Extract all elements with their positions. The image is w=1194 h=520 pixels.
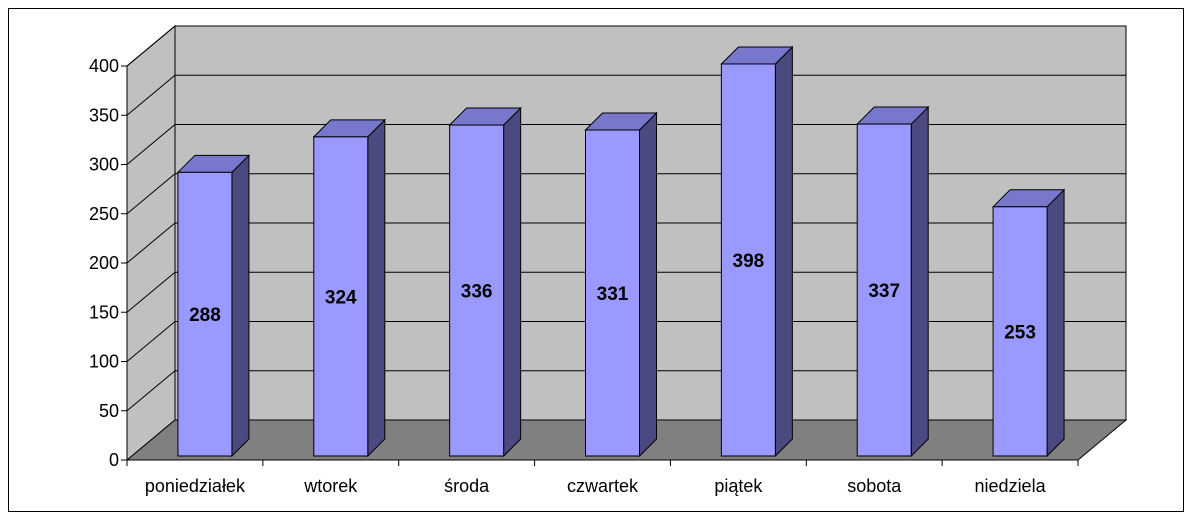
gridline-side — [126, 25, 176, 67]
x-axis-ticks: poniedziałek wtorek środa czwartek piątek sob… — [126, 460, 1079, 496]
y-tick-label: 300 — [89, 155, 119, 175]
bar-side — [503, 106, 522, 458]
bar — [720, 63, 776, 457]
gridline-side — [126, 74, 176, 116]
x-category-label: sobota — [847, 476, 902, 496]
bar-value-label: 336 — [461, 282, 493, 303]
bars — [176, 45, 1066, 458]
y-tick-label: 0 — [109, 450, 119, 470]
bar-side — [639, 111, 657, 458]
column-chart-3d: 0 50 100 150 200 250 300 350 400 poniedziałek wto… — [89, 24, 1128, 496]
gridline-side — [126, 321, 176, 362]
x-category-label: wtorek — [303, 476, 358, 496]
x-category-label: piątek — [714, 476, 763, 496]
gridline-side — [126, 222, 176, 264]
y-tick-label: 100 — [89, 352, 119, 372]
y-tick-label: 200 — [89, 253, 119, 273]
y-tick-label: 250 — [89, 204, 119, 224]
bar-value-label: 253 — [1004, 322, 1036, 343]
y-tick-label: 50 — [99, 401, 119, 421]
bar-value-label: 331 — [597, 284, 629, 305]
gridline-side — [126, 271, 176, 313]
gridline-side — [126, 173, 176, 215]
bar-side — [774, 45, 793, 458]
x-category-label: poniedziałek — [145, 476, 246, 496]
chart-frame: 0 50 100 150 200 250 300 350 400 poniedziałek wto… — [8, 8, 1184, 512]
gridline-side — [126, 124, 176, 165]
y-tick-label: 400 — [89, 56, 119, 76]
bar-value-label: 337 — [868, 281, 900, 302]
bar — [585, 129, 640, 457]
bar-side — [1046, 188, 1065, 458]
y-tick-label: 350 — [89, 105, 119, 125]
bar-side — [231, 154, 250, 458]
y-axis-ticks: 0 50 100 150 200 250 300 350 400 — [89, 56, 127, 470]
x-category-label: czwartek — [567, 476, 639, 496]
bar — [177, 171, 233, 457]
bar-value-label: 398 — [733, 251, 765, 272]
gridline-side — [126, 370, 176, 412]
x-category-label: środa — [444, 476, 490, 496]
bar — [992, 206, 1048, 457]
bar — [856, 123, 912, 457]
x-category-label: niedziela — [975, 476, 1047, 496]
bar — [313, 136, 369, 457]
y-tick-label: 150 — [89, 302, 119, 322]
bar-value-label: 324 — [325, 287, 357, 308]
bar-value-label: 288 — [189, 305, 221, 326]
bar-side — [910, 105, 929, 458]
bar-side — [367, 118, 386, 458]
bar — [449, 124, 505, 457]
data-labels: 288 324 336 331 398 337 253 — [189, 251, 1036, 343]
